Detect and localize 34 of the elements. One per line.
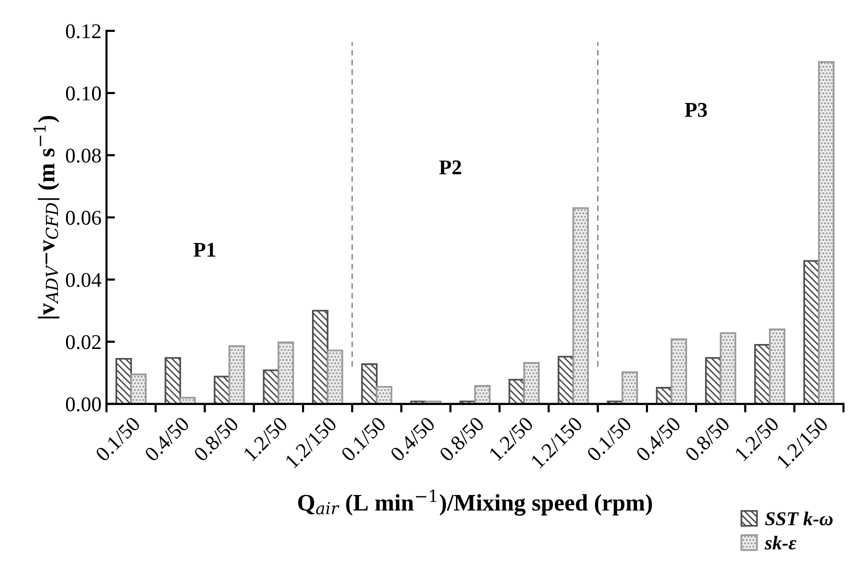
y-axis-title: |v$_{ADV}$−v$_{CFD}$| (m s$^{−1}$) — [33, 116, 60, 318]
bar — [754, 344, 771, 404]
bar — [228, 345, 245, 404]
bar — [670, 338, 688, 404]
annotation: P1 — [194, 242, 216, 257]
y-tick-label: 0.06 — [66, 210, 102, 225]
annotation: P3 — [684, 102, 707, 117]
bar — [523, 362, 540, 404]
bar — [130, 374, 147, 404]
bar — [376, 386, 392, 404]
x-axis-title: Q$_{air}$ (L min$^{−1}$)/Mixing speed (rpm) — [298, 490, 652, 516]
bar — [474, 385, 491, 404]
bar — [558, 356, 574, 404]
y-tick-label: 0.08 — [66, 148, 101, 163]
bar — [768, 328, 786, 404]
bar — [818, 61, 834, 404]
bar — [720, 332, 736, 404]
bar — [278, 342, 294, 404]
bar — [572, 207, 589, 404]
y-tick-label: 0.10 — [66, 86, 101, 101]
bar — [622, 371, 638, 404]
bar — [361, 363, 378, 404]
legend-label: sk-ε — [764, 536, 796, 550]
bar — [326, 350, 344, 404]
y-tick-label: 0.00 — [66, 397, 101, 412]
bar — [312, 310, 328, 404]
bar — [705, 357, 722, 404]
annotation: P2 — [439, 160, 462, 174]
y-tick-label: 0.04 — [66, 272, 102, 288]
bar — [115, 358, 132, 404]
bar — [164, 357, 182, 404]
y-tick-label: 0.12 — [66, 24, 100, 38]
legend-label: SST k-ω — [765, 512, 833, 526]
y-tick-label: 0.02 — [66, 335, 100, 350]
